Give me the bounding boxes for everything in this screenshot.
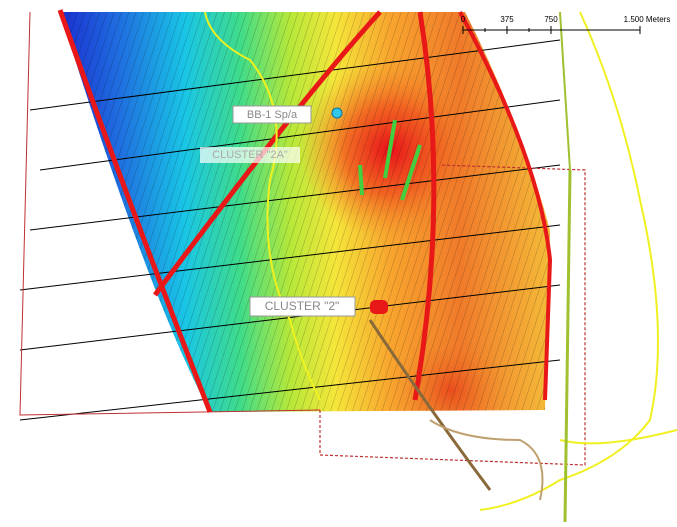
scale-labels: 0 375 750 1.500 Meters [461,15,671,24]
cluster-label: CLUSTER "2A" [212,149,288,161]
scale-label: 1.500 Meters [624,15,671,24]
label-box [249,296,356,317]
label-box [200,147,300,163]
scale-label: 0 [461,15,466,24]
scale-label: 375 [500,15,514,24]
well-label: BB-1 Sp/a [247,109,298,121]
well-marker [331,107,343,119]
label-box [232,105,312,124]
boundaries [19,9,677,523]
cluster-site [370,300,388,314]
grid-lines [19,39,561,421]
scale-bar [462,26,641,34]
cluster-label: CLUSTER "2" [265,299,340,313]
scale-label: 750 [544,15,558,24]
